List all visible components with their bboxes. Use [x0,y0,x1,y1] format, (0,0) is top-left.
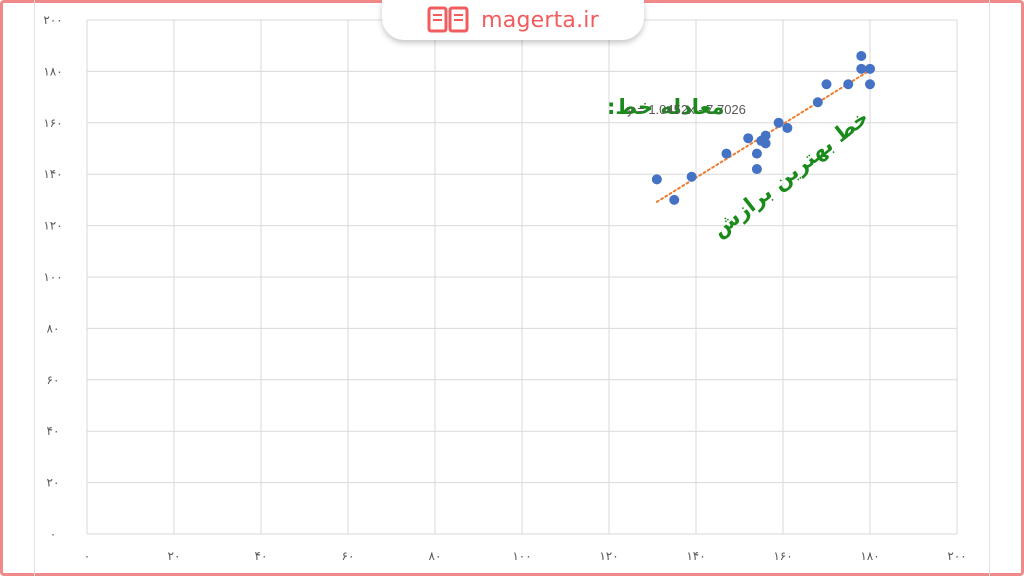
x-tick-label: ۲۰۰ [947,549,966,563]
data-point [856,63,867,74]
slide-area [34,0,990,576]
x-tick-label: ۸۰ [429,549,442,563]
x-tick-label: ۶۰ [342,549,355,563]
x-tick-label: ۱۴۰ [686,549,705,563]
x-axis-ticks: ۰ ۲۰ ۴۰ ۶۰ ۸۰ ۱۰۰ ۱۲۰ ۱۴۰ ۱۶۰ ۱۸۰ ۲۰۰ [84,549,967,563]
data-point [760,138,771,149]
y-tick-label: ۲۰ [47,476,60,490]
x-tick-label: ۱۲۰ [599,549,618,563]
open-book-icon [427,6,469,34]
data-point [773,117,784,128]
data-points [651,50,875,205]
data-point [721,148,732,159]
brand-banner[interactable]: magerta.ir [382,0,644,40]
x-tick-label: ۱۰۰ [512,549,531,563]
data-point [669,194,680,205]
data-point [812,97,823,108]
y-tick-label: ۱۴۰ [43,167,62,181]
y-tick-label: ۱۸۰ [43,64,62,78]
y-tick-label: ۲۰۰ [43,13,62,27]
y-tick-label: ۰ [50,527,56,541]
chart-grid [86,19,958,535]
data-point [821,79,832,90]
y-tick-label: ۱۰۰ [43,270,62,284]
data-point [751,164,762,175]
x-tick-label: ۱۶۰ [773,549,792,563]
brand-name: magerta.ir [481,7,599,33]
x-tick-label: ۰ [84,549,90,563]
data-point [751,148,762,159]
data-point [856,50,867,61]
data-point [760,130,771,141]
data-point [865,63,875,74]
data-point [843,79,854,90]
y-axis-ticks: ۰ ۲۰ ۴۰ ۶۰ ۸۰ ۱۰۰ ۱۲۰ ۱۴۰ ۱۶۰ ۱۸۰ ۲۰۰ [43,13,62,541]
y-tick-label: ۱۲۰ [43,219,62,233]
data-point [686,171,697,182]
y-tick-label: ۸۰ [47,321,60,335]
x-tick-label: ۱۸۰ [860,549,879,563]
data-point [743,133,754,144]
data-point [782,122,793,133]
trendline-equation: y = 1.0452x - 7.7026 [627,102,746,117]
data-point [651,174,662,185]
x-tick-label: ۲۰ [168,549,181,563]
equation-label: معادله خط: [607,95,724,119]
y-tick-label: ۱۶۰ [43,116,62,130]
y-tick-label: ۶۰ [47,373,60,387]
data-point [865,79,875,90]
x-tick-label: ۴۰ [255,549,268,563]
y-tick-label: ۴۰ [47,424,60,438]
